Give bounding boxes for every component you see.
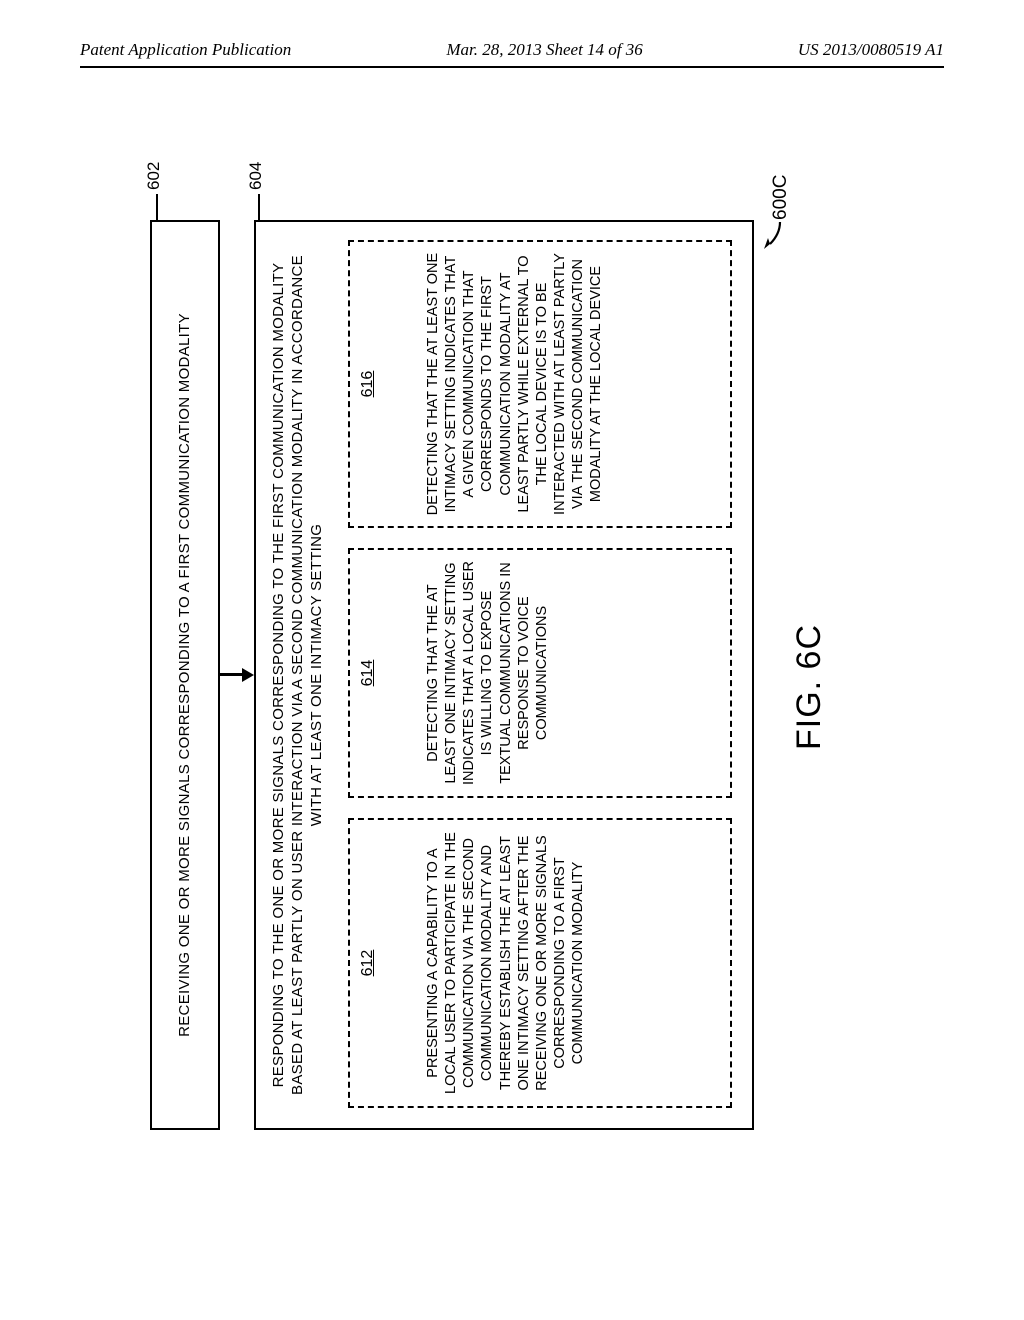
ref-600c-hook <box>762 220 790 258</box>
box-602: RECEIVING ONE OR MORE SIGNALS CORRESPOND… <box>150 220 220 1130</box>
box-616-text: DETECTING THAT THE AT LEAST ONE INTIMACY… <box>425 253 604 515</box>
ref-602-line <box>156 194 158 220</box>
ref-616: 616 <box>358 252 378 516</box>
header-left: Patent Application Publication <box>80 40 291 60</box>
box-612: 612 PRESENTING A CAPABILITY TO A LOCAL U… <box>348 818 732 1108</box>
box-616: 616 DETECTING THAT THE AT LEAST ONE INTI… <box>348 240 732 528</box>
ref-604-line <box>258 194 260 220</box>
header-rule <box>80 66 944 68</box>
box-614-text: DETECTING THAT THE AT LEAST ONE INTIMACY… <box>425 561 550 785</box>
box-604-text: RESPONDING TO THE ONE OR MORE SIGNALS CO… <box>270 235 326 1115</box>
box-614: 614 DETECTING THAT THE AT LEAST ONE INTI… <box>348 548 732 798</box>
box-602-text: RECEIVING ONE OR MORE SIGNALS CORRESPOND… <box>176 313 195 1037</box>
arrow-602-604 <box>220 674 254 676</box>
figure-label: FIG. 6C <box>790 624 829 750</box>
figure-wrap: RECEIVING ONE OR MORE SIGNALS CORRESPOND… <box>150 160 870 1160</box>
figure-canvas: RECEIVING ONE OR MORE SIGNALS CORRESPOND… <box>150 170 870 1150</box>
page-header: Patent Application Publication Mar. 28, … <box>0 40 1024 60</box>
ref-600c: 600C <box>770 175 792 220</box>
ref-612: 612 <box>358 830 378 1096</box>
header-center: Mar. 28, 2013 Sheet 14 of 36 <box>446 40 642 60</box>
patent-page: Patent Application Publication Mar. 28, … <box>0 0 1024 1320</box>
ref-604: 604 <box>246 162 266 190</box>
header-right: US 2013/0080519 A1 <box>798 40 944 60</box>
box-612-text: PRESENTING A CAPABILITY TO A LOCAL USER … <box>425 832 586 1094</box>
ref-602: 602 <box>144 162 164 190</box>
ref-614: 614 <box>358 560 378 786</box>
